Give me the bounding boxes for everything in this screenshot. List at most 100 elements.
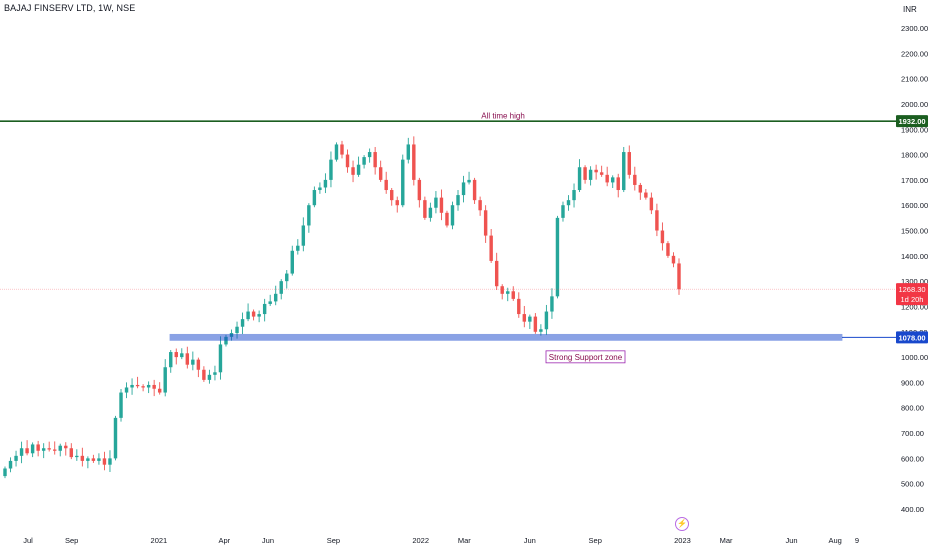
candle-body [610, 177, 615, 183]
y-tick-label: 400.00 [901, 505, 924, 514]
x-tick-label: Apr [219, 536, 231, 545]
candle-body [285, 273, 289, 282]
price-level-label: 1078.00 [898, 333, 925, 342]
y-tick-label: 1300.00 [901, 277, 928, 286]
candle-body [616, 177, 620, 191]
candle-body [633, 174, 637, 185]
candle-body [97, 458, 101, 461]
candle-body [30, 444, 35, 454]
candle-body [69, 448, 74, 458]
candle-body [417, 179, 422, 201]
candle-body [506, 291, 510, 294]
candle-body [423, 200, 427, 218]
candle-body [174, 352, 178, 358]
x-tick-label: 2021 [151, 536, 168, 545]
candle-body [235, 326, 239, 334]
x-tick-label: Mar [720, 536, 733, 545]
candle-body [572, 190, 576, 201]
candle-body [135, 384, 140, 387]
y-tick-label: 1200.00 [901, 302, 928, 311]
y-tick-label: 600.00 [901, 454, 924, 463]
last-price-label: 1268.30 [898, 285, 925, 294]
candle-body [378, 167, 383, 180]
candle-body [323, 179, 328, 188]
candle-body [434, 197, 438, 208]
candle-body [517, 298, 521, 315]
candle-body [290, 250, 294, 274]
candle-body [218, 344, 223, 373]
candle-body [108, 458, 112, 465]
candle-body [544, 311, 549, 330]
x-tick-label: Sep [589, 536, 602, 545]
candle-body [53, 449, 57, 451]
chart-title: BAJAJ FINSERV LTD, 1W, NSE [4, 3, 136, 13]
candle-body [58, 445, 62, 451]
candle-body [456, 195, 460, 206]
lightning-icon[interactable]: ⚡ [675, 517, 689, 531]
annotation-all-time-high: All time high [481, 111, 525, 120]
y-tick-label: 1000.00 [901, 353, 928, 362]
candle-body [334, 144, 339, 160]
candle-body [185, 353, 190, 365]
x-tick-label: 9 [855, 536, 859, 545]
x-tick-label: Jul [23, 536, 33, 545]
candle-body [478, 200, 482, 211]
candle-body [373, 152, 377, 168]
candle-body [196, 359, 201, 370]
candle-body [583, 167, 587, 180]
candle-body [246, 311, 250, 320]
candle-body [251, 311, 256, 317]
candle-body [412, 144, 416, 180]
y-tick-label: 1700.00 [901, 176, 928, 185]
candle-body [605, 174, 609, 183]
candle-body [428, 207, 433, 218]
candle-body [180, 353, 184, 358]
candle-body [467, 179, 471, 183]
annotation-box [545, 350, 626, 364]
candle-body [25, 448, 29, 454]
currency-label: INR [903, 5, 917, 14]
candle-body [318, 187, 322, 191]
bar-countdown-label: 1d 20h [901, 295, 924, 304]
candle-body [312, 190, 317, 206]
candle-body [483, 210, 488, 236]
candle-body [511, 291, 515, 299]
y-tick-label: 700.00 [901, 429, 924, 438]
candle-body [240, 319, 245, 327]
candle-body [169, 352, 173, 368]
candle-body [345, 154, 350, 168]
candle-body [152, 384, 156, 389]
y-tick-label: 2100.00 [901, 75, 928, 84]
candle-body [273, 293, 278, 302]
y-tick-label: 2300.00 [901, 24, 928, 33]
candle-body [655, 210, 659, 231]
candle-body [644, 192, 648, 198]
last-price-badge [896, 283, 928, 306]
support-zone-rect [169, 333, 843, 341]
candle-body [119, 392, 123, 418]
candle-body [329, 159, 333, 180]
candle-body [257, 314, 261, 317]
candle-body [555, 217, 560, 297]
candle-body [36, 444, 40, 451]
y-tick-label: 2000.00 [901, 100, 928, 109]
candle-body [638, 184, 643, 193]
x-tick-label: Sep [65, 536, 78, 545]
candle-body [594, 169, 598, 173]
x-tick-label: Jun [524, 536, 536, 545]
candle-body [461, 182, 466, 196]
candle-body [14, 455, 18, 461]
candle-body [163, 367, 167, 393]
candle-body [351, 167, 355, 175]
candle-body [47, 448, 51, 450]
y-tick-label: 2200.00 [901, 49, 928, 58]
candle-body [384, 179, 388, 191]
candle-body [3, 468, 7, 477]
x-tick-label: 2023 [674, 536, 691, 545]
x-tick-label: Jun [262, 536, 274, 545]
candle-body [390, 190, 394, 201]
price-level-label: 1932.00 [898, 117, 925, 126]
candle-body [406, 144, 411, 160]
